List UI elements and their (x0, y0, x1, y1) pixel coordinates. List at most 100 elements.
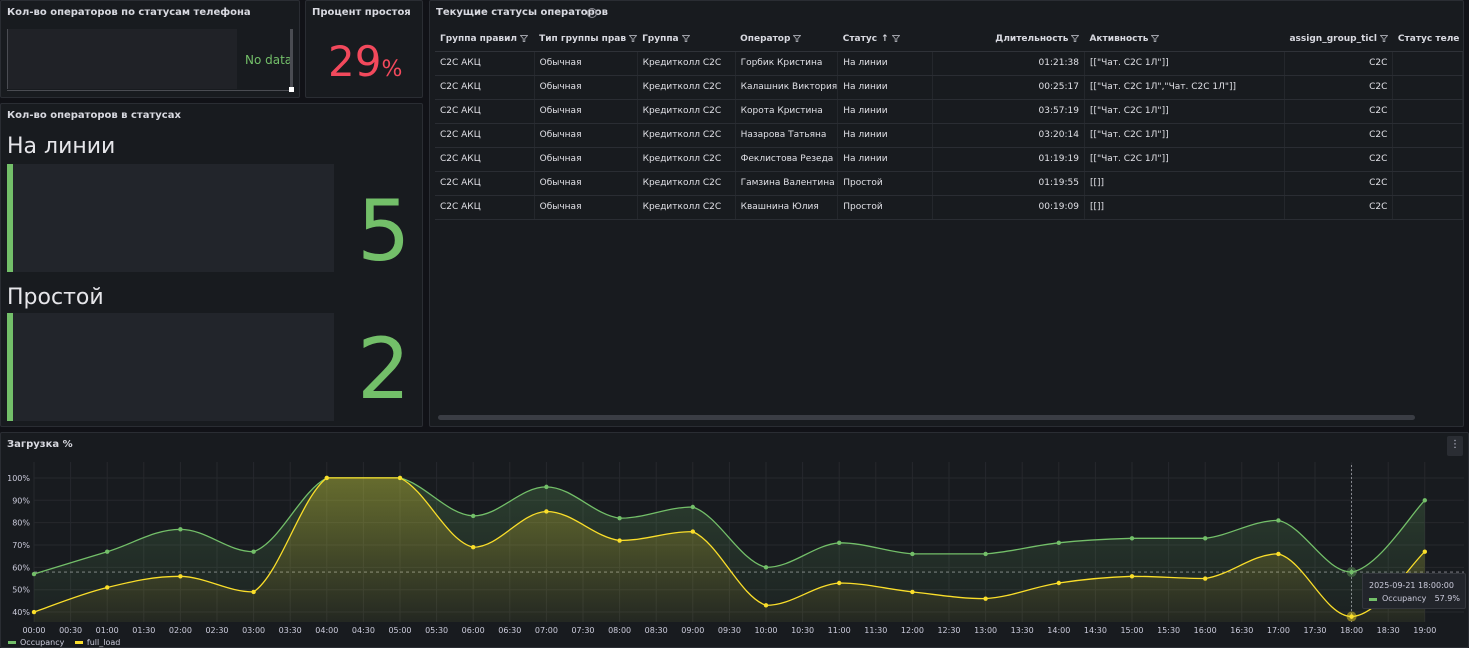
x-tick-label: 09:00 (681, 626, 704, 635)
y-tick-label: 100% (7, 474, 30, 483)
data-point-full_load[interactable] (1056, 580, 1062, 586)
data-point-Occupancy[interactable] (910, 551, 915, 557)
data-point-Occupancy[interactable] (1129, 536, 1135, 541)
kebab-menu-icon[interactable]: ⋮ (1447, 436, 1463, 456)
tooltip-series-swatch (1369, 598, 1377, 601)
data-point-Occupancy[interactable] (471, 513, 476, 519)
x-tick-label: 13:30 (1011, 626, 1034, 635)
load-chart[interactable]: 40% 50% 60% 70% 80% 90% 100% 00:00 00:30 01:00 01:… (0, 432, 1469, 648)
table-cell: На линии (837, 75, 934, 100)
table-row[interactable]: C2C АКЦ Обычная Кредитколл C2C Корота Крист… (435, 99, 1463, 124)
data-point-full_load[interactable] (1276, 551, 1281, 557)
data-point-Occupancy[interactable] (251, 549, 256, 554)
table-cell: [["Чат. C2C 1Л"]] (1084, 51, 1285, 76)
data-point-Occupancy[interactable] (1422, 498, 1428, 503)
resize-handle[interactable] (289, 87, 294, 92)
data-point-Occupancy[interactable] (1203, 536, 1208, 541)
x-tick-label: 19:00 (1413, 626, 1436, 635)
table-cell: Корота Кристина (735, 99, 839, 124)
data-point-Occupancy[interactable] (763, 565, 769, 570)
table-row[interactable]: C2C АКЦ Обычная Кредитколл C2C Горбик Крист… (435, 51, 1463, 76)
table-cell: C2C АКЦ (435, 171, 535, 196)
data-point-full_load[interactable] (251, 589, 256, 595)
data-point-full_load[interactable] (1129, 574, 1135, 579)
data-point-Occupancy[interactable] (1349, 569, 1354, 575)
x-tick-label: 12:00 (901, 626, 924, 635)
column-header-phone-status[interactable]: Статус теле (1392, 27, 1463, 52)
data-point-full_load[interactable] (617, 538, 622, 543)
table-cell: Кредитколл C2C (637, 195, 736, 220)
data-point-full_load[interactable] (397, 475, 403, 481)
data-point-Occupancy[interactable] (617, 515, 622, 521)
table-row[interactable]: C2C АКЦ Обычная Кредитколл C2C Назарова Тат… (435, 123, 1463, 148)
data-point-Occupancy[interactable] (690, 504, 695, 510)
data-point-Occupancy[interactable] (178, 527, 183, 532)
legend-item-full-load[interactable]: full_load (74, 638, 120, 647)
data-point-full_load[interactable] (1203, 576, 1208, 581)
filter-icon (629, 34, 638, 42)
column-header-assign-group[interactable]: assign_group_ticl (1284, 27, 1393, 52)
column-header-group-type[interactable]: Тип группы прав (534, 27, 638, 52)
data-point-full_load[interactable] (763, 603, 769, 608)
data-point-full_load[interactable] (910, 589, 915, 595)
x-tick-label: 00:00 (22, 626, 45, 635)
data-point-Occupancy[interactable] (31, 571, 37, 577)
table-cell: C2C (1284, 195, 1394, 220)
table-cell: [["Чат. C2C 1Л"]] (1084, 99, 1285, 124)
x-tick-label: 08:30 (645, 626, 668, 635)
table-row[interactable]: C2C АКЦ Обычная Кредитколл C2C Квашнина Юли… (435, 195, 1463, 220)
vertical-scrollbar[interactable] (290, 29, 293, 91)
chart-tooltip: 2025-09-21 18:00:00 Occupancy 57.9% (1362, 573, 1466, 609)
table-cell: Обычная (534, 171, 638, 196)
data-point-full_load[interactable] (105, 585, 110, 590)
data-point-full_load[interactable] (544, 509, 549, 514)
table-row[interactable]: C2C АКЦ Обычная Кредитколл C2C Гамзина Вале… (435, 171, 1463, 196)
data-point-Occupancy[interactable] (105, 549, 110, 554)
info-icon[interactable]: i (587, 8, 597, 18)
data-point-full_load[interactable] (31, 609, 37, 615)
column-header-group[interactable]: Группа (637, 27, 736, 52)
data-point-full_load[interactable] (1422, 549, 1428, 554)
legend-item-occupancy[interactable]: Occupancy (8, 638, 64, 647)
data-point-full_load[interactable] (690, 529, 695, 534)
table-cell: Феклистова Резеда (735, 147, 839, 172)
table-cell: C2C АКЦ (435, 75, 535, 100)
data-point-full_load[interactable] (1349, 614, 1354, 619)
y-tick-label: 60% (12, 563, 30, 572)
data-point-Occupancy[interactable] (1276, 518, 1281, 523)
filter-icon (1071, 34, 1080, 42)
table-cell: [["Чат. C2C 1Л"]] (1084, 123, 1285, 148)
filter-icon (1379, 34, 1388, 42)
column-header-operator[interactable]: Оператор (735, 27, 838, 52)
data-point-full_load[interactable] (324, 475, 329, 481)
x-tick-label: 04:00 (315, 626, 338, 635)
column-header-duration[interactable]: Длительность (932, 27, 1085, 52)
data-point-full_load[interactable] (178, 574, 183, 579)
x-tick-label: 10:00 (754, 626, 777, 635)
column-header-rule-group[interactable]: Группа правил (435, 27, 535, 52)
table-cell: Кредитколл C2C (637, 147, 736, 172)
column-header-status[interactable]: Статус ↑ (837, 27, 933, 52)
data-point-Occupancy[interactable] (983, 551, 988, 557)
data-point-Occupancy[interactable] (544, 484, 549, 490)
y-tick-label: 50% (12, 586, 30, 595)
table-cell: 00:19:09 (932, 195, 1085, 220)
table-row[interactable]: C2C АКЦ Обычная Кредитколл C2C Калашник Вик… (435, 75, 1463, 100)
data-point-full_load[interactable] (471, 545, 476, 550)
y-tick-label: 40% (12, 608, 30, 617)
x-tick-label: 08:00 (608, 626, 631, 635)
table-header-row: Группа правил Тип группы прав Группа Опе… (435, 27, 1463, 52)
column-header-activity[interactable]: Активность (1084, 27, 1285, 52)
data-point-full_load[interactable] (837, 580, 842, 586)
tooltip-value: 57.9% (1434, 594, 1460, 603)
horizontal-scrollbar[interactable] (438, 415, 1415, 420)
series-area-full_load (34, 477, 1425, 622)
table-row[interactable]: C2C АКЦ Обычная Кредитколл C2C Феклистова Р… (435, 147, 1463, 172)
table-cell: C2C (1284, 147, 1394, 172)
data-point-Occupancy[interactable] (1056, 540, 1062, 545)
table-cell: Простой (837, 171, 934, 196)
data-point-full_load[interactable] (983, 596, 988, 601)
data-point-Occupancy[interactable] (837, 540, 842, 545)
table-cell (1392, 99, 1463, 124)
table-cell: C2C АКЦ (435, 99, 535, 124)
